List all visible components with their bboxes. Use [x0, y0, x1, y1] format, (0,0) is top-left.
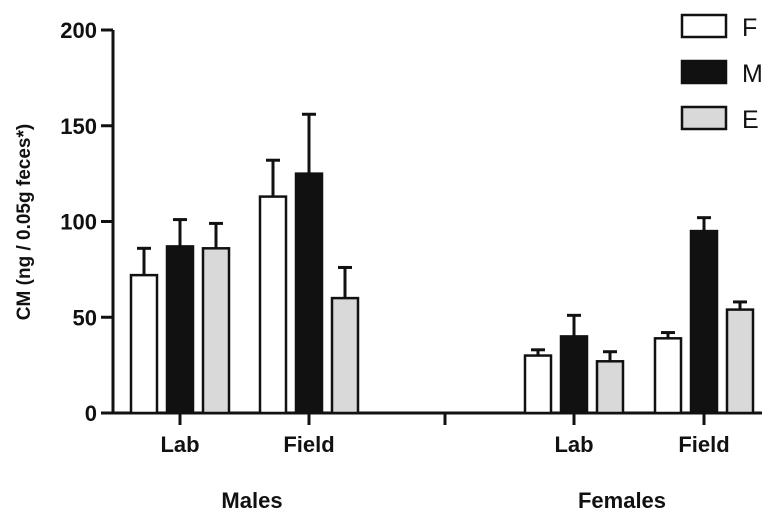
- y-tick-label: 0: [85, 401, 97, 426]
- bar-e: [725, 308, 755, 415]
- legend: FME: [680, 13, 763, 134]
- bar-e: [201, 247, 231, 415]
- bar-f: [258, 195, 288, 415]
- category-labels: Lab Field Lab Field Males Females: [160, 432, 729, 513]
- legend-label: F: [742, 14, 757, 42]
- group-label: Females: [578, 488, 666, 513]
- legend-label: E: [742, 106, 759, 134]
- bar-f: [129, 273, 159, 415]
- bar-e: [330, 296, 360, 415]
- bar-m: [294, 172, 324, 415]
- legend-label: M: [742, 60, 763, 88]
- y-tick-label: 100: [60, 210, 97, 235]
- bar-m: [165, 245, 195, 415]
- bar-m: [559, 335, 589, 415]
- bars: [129, 112, 755, 415]
- bar-f: [523, 354, 553, 415]
- legend-swatch: [680, 13, 728, 39]
- x-tick-label: Lab: [160, 432, 199, 457]
- x-tick-label: Lab: [554, 432, 593, 457]
- bar-f: [653, 337, 683, 415]
- bar-e: [595, 360, 625, 415]
- y-tick-label: 50: [73, 305, 97, 330]
- x-tick-label: Field: [678, 432, 729, 457]
- group-label: Males: [221, 488, 282, 513]
- legend-swatch: [680, 105, 728, 131]
- y-axis-label: CM (ng / 0.05g feces*): [14, 124, 35, 320]
- y-tick-label: 150: [60, 114, 97, 139]
- legend-swatch: [680, 59, 728, 85]
- bar-m: [689, 229, 719, 415]
- y-tick-label: 200: [60, 18, 97, 43]
- x-tick-label: Field: [283, 432, 334, 457]
